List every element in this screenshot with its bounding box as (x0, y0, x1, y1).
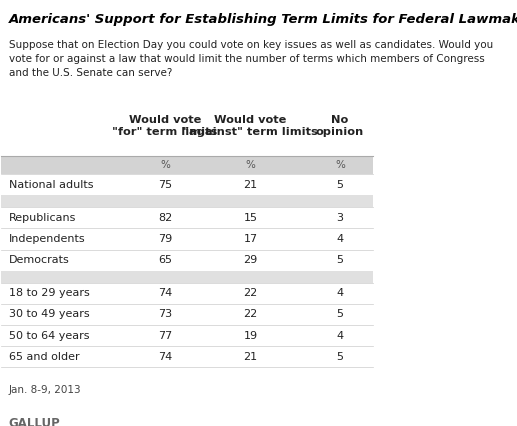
Bar (2, 346, 373, 367)
Bar (2, 250, 373, 271)
Text: 4: 4 (337, 234, 343, 244)
Text: 82: 82 (158, 213, 172, 223)
Text: %: % (335, 160, 345, 170)
Text: 21: 21 (244, 180, 257, 190)
Text: %: % (160, 160, 170, 170)
Bar (2, 304, 373, 325)
Bar (2, 282, 373, 304)
Text: 29: 29 (244, 255, 258, 265)
Text: 50 to 64 years: 50 to 64 years (9, 331, 89, 340)
Text: 30 to 49 years: 30 to 49 years (9, 309, 89, 320)
Text: No
opinion: No opinion (316, 115, 364, 137)
Text: 65 and older: 65 and older (9, 352, 80, 362)
Text: Would vote
"for" term limits: Would vote "for" term limits (113, 115, 218, 137)
Text: 19: 19 (244, 331, 257, 340)
Bar (2, 195, 373, 207)
Text: 79: 79 (158, 234, 172, 244)
Text: 4: 4 (337, 331, 343, 340)
Text: 74: 74 (158, 288, 172, 298)
Text: 5: 5 (337, 180, 343, 190)
Text: GALLUP: GALLUP (9, 417, 60, 426)
Text: 21: 21 (244, 352, 257, 362)
Text: 75: 75 (158, 180, 172, 190)
Text: Suppose that on Election Day you could vote on key issues as well as candidates.: Suppose that on Election Day you could v… (9, 40, 493, 78)
Text: Americans' Support for Establishing Term Limits for Federal Lawmakers: Americans' Support for Establishing Term… (9, 13, 517, 26)
Text: 73: 73 (158, 309, 172, 320)
Text: Jan. 8-9, 2013: Jan. 8-9, 2013 (9, 385, 82, 395)
Text: 22: 22 (244, 309, 258, 320)
Text: Would vote
"against" term limits: Would vote "against" term limits (183, 115, 318, 137)
Text: 77: 77 (158, 331, 172, 340)
Text: Republicans: Republicans (9, 213, 76, 223)
Text: 4: 4 (337, 288, 343, 298)
Text: 15: 15 (244, 213, 257, 223)
Text: 74: 74 (158, 352, 172, 362)
Bar (2, 207, 373, 228)
Text: 18 to 29 years: 18 to 29 years (9, 288, 89, 298)
Text: 5: 5 (337, 255, 343, 265)
Text: %: % (246, 160, 255, 170)
Bar (2, 325, 373, 346)
Text: Democrats: Democrats (9, 255, 70, 265)
Text: 5: 5 (337, 352, 343, 362)
Text: National adults: National adults (9, 180, 94, 190)
Text: 17: 17 (244, 234, 257, 244)
Text: 65: 65 (158, 255, 172, 265)
Bar (2, 228, 373, 250)
Text: 5: 5 (337, 309, 343, 320)
Text: 3: 3 (337, 213, 343, 223)
Bar (2, 155, 373, 174)
Text: Independents: Independents (9, 234, 85, 244)
Bar (2, 174, 373, 195)
Bar (2, 271, 373, 282)
Text: 22: 22 (244, 288, 258, 298)
